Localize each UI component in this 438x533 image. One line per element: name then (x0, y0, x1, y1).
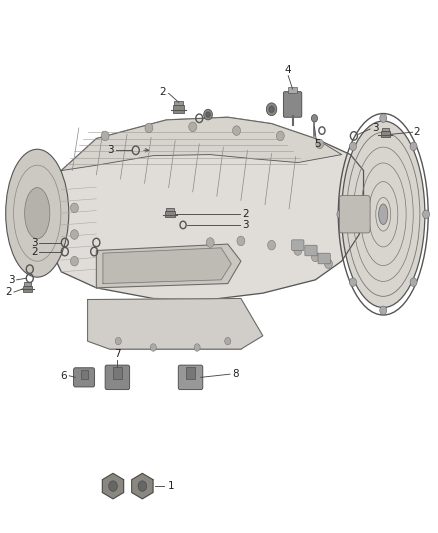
Polygon shape (102, 473, 124, 499)
Circle shape (237, 236, 245, 246)
Circle shape (350, 278, 357, 286)
Circle shape (206, 238, 214, 247)
Text: 3: 3 (31, 238, 38, 247)
Bar (186, 367, 195, 379)
Circle shape (423, 210, 430, 219)
Circle shape (101, 131, 109, 141)
Text: 3: 3 (107, 146, 114, 155)
Circle shape (380, 306, 387, 314)
Circle shape (71, 230, 78, 239)
Bar (165, 211, 175, 217)
Text: 3: 3 (372, 123, 379, 133)
Text: 6: 6 (60, 371, 67, 381)
Polygon shape (103, 248, 231, 284)
Circle shape (311, 115, 318, 122)
Circle shape (269, 106, 274, 112)
FancyBboxPatch shape (74, 368, 95, 387)
Ellipse shape (25, 188, 50, 239)
Text: 3: 3 (242, 220, 249, 230)
FancyBboxPatch shape (105, 365, 130, 390)
Circle shape (109, 481, 117, 491)
Circle shape (410, 142, 417, 151)
Circle shape (189, 122, 197, 132)
Text: 7: 7 (114, 350, 121, 359)
FancyBboxPatch shape (318, 253, 330, 264)
Circle shape (380, 114, 387, 123)
Text: 4: 4 (285, 66, 292, 75)
Ellipse shape (342, 121, 425, 308)
Bar (113, 367, 122, 379)
Polygon shape (96, 244, 241, 288)
Bar (24, 282, 31, 286)
Circle shape (204, 109, 212, 120)
Bar (288, 87, 297, 93)
Circle shape (71, 203, 78, 213)
Circle shape (410, 278, 417, 286)
Text: 2: 2 (413, 127, 420, 137)
Polygon shape (88, 298, 263, 349)
Ellipse shape (6, 149, 69, 277)
Circle shape (311, 252, 319, 262)
Text: 2: 2 (159, 87, 166, 96)
Text: 2: 2 (242, 209, 249, 219)
Circle shape (266, 103, 277, 116)
Circle shape (194, 344, 200, 351)
Circle shape (225, 337, 231, 345)
Ellipse shape (379, 204, 388, 224)
Circle shape (350, 142, 357, 151)
Text: 2: 2 (5, 287, 12, 297)
Bar (23, 286, 32, 292)
Circle shape (138, 481, 147, 491)
FancyBboxPatch shape (178, 365, 203, 390)
Bar (174, 101, 183, 105)
Circle shape (115, 337, 121, 345)
Bar (381, 127, 389, 131)
Polygon shape (44, 117, 364, 300)
Circle shape (337, 210, 344, 219)
Circle shape (276, 131, 284, 141)
Circle shape (145, 123, 153, 133)
FancyBboxPatch shape (305, 245, 317, 256)
Text: 5: 5 (314, 139, 321, 149)
Circle shape (206, 112, 210, 117)
Bar (81, 370, 88, 379)
Circle shape (150, 344, 156, 351)
Text: 1: 1 (167, 481, 174, 491)
Bar (381, 131, 390, 137)
Bar (166, 207, 174, 211)
Bar (173, 105, 184, 113)
Circle shape (316, 139, 324, 149)
FancyBboxPatch shape (292, 240, 304, 251)
Text: 8: 8 (232, 369, 239, 379)
Text: 3: 3 (8, 275, 15, 285)
Circle shape (233, 126, 240, 135)
Circle shape (325, 259, 332, 269)
Polygon shape (132, 473, 153, 499)
FancyBboxPatch shape (339, 196, 370, 233)
Polygon shape (61, 117, 342, 171)
Circle shape (294, 246, 302, 255)
Circle shape (71, 256, 78, 266)
Text: 2: 2 (31, 247, 38, 256)
Circle shape (268, 240, 276, 250)
FancyBboxPatch shape (283, 92, 302, 117)
